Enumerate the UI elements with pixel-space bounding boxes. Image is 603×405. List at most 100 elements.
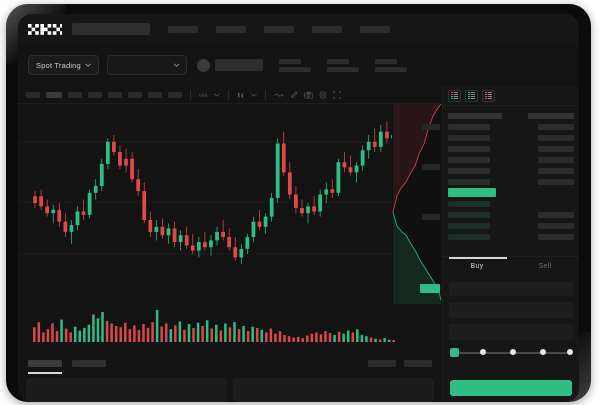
table-row[interactable]: [448, 209, 574, 220]
orders-action-1[interactable]: [404, 359, 432, 367]
market-stat-1: [326, 58, 359, 72]
last-price-value: [214, 59, 263, 71]
nav-item-2[interactable]: [264, 25, 294, 33]
price-axis-label: [422, 124, 440, 130]
order-type-field[interactable]: [449, 282, 573, 296]
timeframe-button-5[interactable]: [128, 91, 142, 98]
slider-node-100[interactable]: [567, 349, 573, 355]
table-row[interactable]: [448, 121, 574, 132]
chart-type-icon[interactable]: [237, 91, 245, 99]
market-type-dropdown[interactable]: Spot Trading: [28, 55, 99, 75]
orderbook-and-form: Buy Sell: [442, 86, 579, 402]
table-row[interactable]: [448, 220, 574, 231]
timeframe-button-6[interactable]: [148, 91, 162, 98]
chart-toolbar: ɯɯ: [18, 86, 442, 104]
timeframe-button-3[interactable]: [88, 91, 102, 98]
chevron-down-icon[interactable]: [214, 92, 220, 97]
toolbar-divider: [228, 89, 229, 100]
orders-tabs: [18, 352, 442, 374]
screen: Spot Trading: [18, 14, 579, 402]
market-stat-value: [374, 66, 407, 72]
device-bezel: Spot Trading: [6, 4, 591, 402]
orderbook-view-modes: [443, 86, 579, 106]
orders-tab-0[interactable]: [28, 359, 62, 374]
table-row[interactable]: [448, 110, 574, 121]
price-field[interactable]: [449, 302, 573, 318]
trading-pair-select[interactable]: [106, 55, 187, 75]
table-row[interactable]: [448, 231, 574, 242]
slider-node-25[interactable]: [480, 349, 486, 355]
market-depth-overlay: [392, 104, 442, 304]
coin-avatar: [196, 58, 210, 72]
chevron-down-icon[interactable]: [251, 92, 257, 97]
price-chart[interactable]: [18, 104, 442, 304]
table-row[interactable]: [448, 165, 574, 176]
market-stat-2: [374, 58, 407, 72]
amount-field[interactable]: [449, 324, 573, 340]
table-row[interactable]: [448, 154, 574, 165]
indicators-icon[interactable]: ɯɯ: [199, 91, 208, 99]
price-axis-label: [422, 164, 440, 170]
market-stat-label: [326, 58, 349, 64]
table-row[interactable]: [448, 198, 574, 209]
okx-logo[interactable]: [28, 23, 62, 35]
active-tab-underline: [449, 257, 507, 259]
submit-buy-button[interactable]: [450, 380, 572, 396]
orderbook-spread-row: [448, 187, 574, 198]
timeframe-button-7[interactable]: [168, 91, 182, 98]
candlestick-series: [18, 121, 398, 265]
timeframe-button-2[interactable]: [68, 91, 82, 98]
wave-line-icon[interactable]: [274, 92, 284, 98]
orders-action-0[interactable]: [368, 359, 396, 367]
slider-node-75[interactable]: [540, 349, 546, 355]
market-stat-0: [278, 58, 311, 72]
toolbar-divider: [265, 89, 266, 100]
camera-icon[interactable]: [304, 91, 313, 99]
chevron-down-icon: [85, 63, 91, 67]
nav-item-4[interactable]: [360, 25, 390, 33]
orderbook-rows[interactable]: [443, 106, 579, 256]
orders-panel-1[interactable]: [233, 378, 434, 402]
nav-item-1[interactable]: [216, 25, 246, 33]
orderbook-bids-icon[interactable]: [465, 89, 478, 102]
market-header: Spot Trading: [18, 44, 579, 86]
nav-menu: [168, 25, 390, 33]
market-stat-value: [278, 66, 311, 72]
market-stat-label: [374, 58, 397, 64]
volume-series: [33, 310, 395, 342]
market-type-label: Spot Trading: [36, 60, 81, 70]
orders-tab-actions: [368, 359, 432, 367]
slider-node-50[interactable]: [510, 349, 516, 355]
current-price-marker: [420, 284, 440, 293]
orders-content: [18, 378, 442, 402]
table-row[interactable]: [448, 132, 574, 143]
pencil-icon[interactable]: [290, 91, 298, 99]
price-axis-label: [422, 214, 440, 220]
orderbook-both-icon[interactable]: [448, 89, 461, 102]
volume-chart: [18, 304, 442, 352]
table-row[interactable]: [448, 176, 574, 187]
fullscreen-icon[interactable]: [333, 90, 341, 99]
tab-buy[interactable]: Buy: [470, 263, 484, 270]
timeframe-button-0[interactable]: [26, 91, 40, 98]
nav-item-0[interactable]: [168, 25, 198, 33]
tab-sell[interactable]: Sell: [538, 263, 552, 270]
slider-node-0[interactable]: [450, 347, 459, 357]
order-form: [443, 276, 579, 340]
top-navigation-bar: [18, 14, 579, 44]
table-row[interactable]: [448, 143, 574, 154]
timeframe-button-1[interactable]: [46, 91, 62, 98]
orders-panel-0[interactable]: [26, 378, 227, 402]
nav-item-3[interactable]: [312, 25, 342, 33]
orderbook-asks-icon[interactable]: [482, 89, 495, 102]
toolbar-divider: [190, 89, 191, 100]
timeframe-button-4[interactable]: [108, 91, 122, 98]
chevron-down-icon: [173, 63, 180, 67]
settings-icon[interactable]: [319, 90, 327, 99]
amount-slider[interactable]: [450, 346, 573, 360]
orders-tab-1[interactable]: [72, 359, 106, 367]
order-side-tabs: Buy Sell: [443, 256, 579, 276]
market-stat-label: [278, 58, 301, 64]
global-search-input[interactable]: [72, 23, 150, 35]
